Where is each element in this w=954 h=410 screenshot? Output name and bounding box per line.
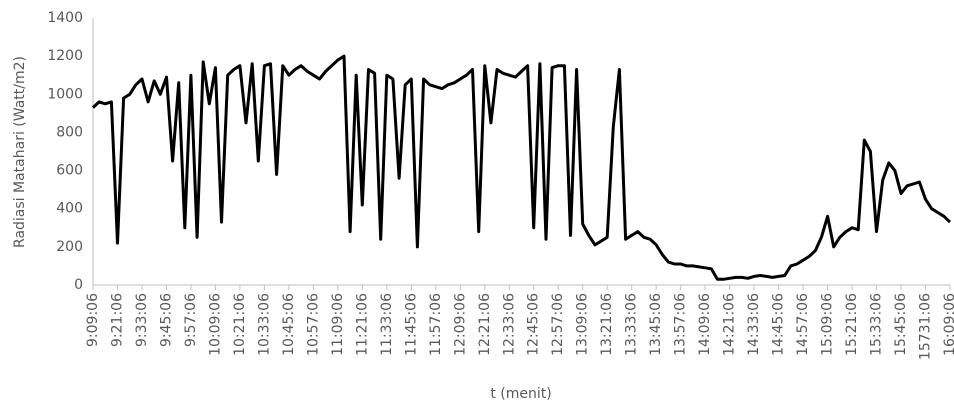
x-tick-label: 12:09:06 <box>452 293 468 356</box>
x-tick-label: 11:33:06 <box>379 293 395 356</box>
x-tick-label: 10:33:06 <box>256 293 272 356</box>
x-tick-label: 10:57:06 <box>305 293 321 356</box>
x-tick-label: 15:21:06 <box>844 293 860 356</box>
x-tick-label: 9:21:06 <box>109 293 125 347</box>
y-tick-label: 800 <box>56 124 83 140</box>
x-tick-label: 13:09:06 <box>575 293 591 356</box>
x-tick-label: 15:09:06 <box>820 293 836 356</box>
x-tick-label: 14:21:06 <box>722 293 738 356</box>
x-tick-label: 12:45:06 <box>526 293 542 356</box>
x-tick-label: 13:57:06 <box>673 293 689 356</box>
x-tick-label: 15731:06 <box>918 293 934 360</box>
y-tick-label: 1000 <box>47 86 83 102</box>
x-tick-label: 14:45:06 <box>771 293 787 356</box>
x-tick-label: 11:45:06 <box>403 293 419 356</box>
x-tick-label: 10:09:06 <box>207 293 223 356</box>
x-tick-label: 13:33:06 <box>624 293 640 356</box>
x-tick-label: 9:33:06 <box>134 293 150 347</box>
x-tick-label: 12:33:06 <box>501 293 517 356</box>
x-tick-label: 10:21:06 <box>232 293 248 356</box>
x-tick-label: 13:21:06 <box>599 293 615 356</box>
x-tick-label: 11:09:06 <box>330 293 346 356</box>
x-axis-title: t (menit) <box>490 386 551 402</box>
y-tick-label: 1400 <box>47 10 83 26</box>
x-tick-label: 9:09:06 <box>85 293 101 347</box>
x-tick-label: 13:45:06 <box>648 293 664 356</box>
x-tick-label: 14:09:06 <box>697 293 713 356</box>
x-tick-label: 10:45:06 <box>281 293 297 356</box>
x-tick-label: 15:45:06 <box>893 293 909 356</box>
x-tick-label: 12:21:06 <box>477 293 493 356</box>
x-tick-label: 14:57:06 <box>795 293 811 356</box>
x-tick-label: 12:57:06 <box>550 293 566 356</box>
x-tick-label: 15:33:06 <box>869 293 885 356</box>
y-tick-label: 0 <box>74 277 83 293</box>
y-tick-label: 200 <box>56 239 83 255</box>
y-tick-label: 600 <box>56 163 83 179</box>
x-tick-label: 9:45:06 <box>158 293 174 347</box>
y-tick-label: 1200 <box>47 48 83 64</box>
x-tick-label: 9:57:06 <box>183 293 199 347</box>
data-line <box>91 54 952 281</box>
y-axis-title: Radiasi Matahari (Watt/m2) <box>12 56 28 248</box>
x-tick-label: 11:21:06 <box>354 293 370 356</box>
x-tick-label: 11:57:06 <box>428 293 444 356</box>
y-tick-label: 400 <box>56 201 83 217</box>
x-tick-label: 14:33:06 <box>746 293 762 356</box>
x-tick-label: 16:09:06 <box>942 293 954 356</box>
